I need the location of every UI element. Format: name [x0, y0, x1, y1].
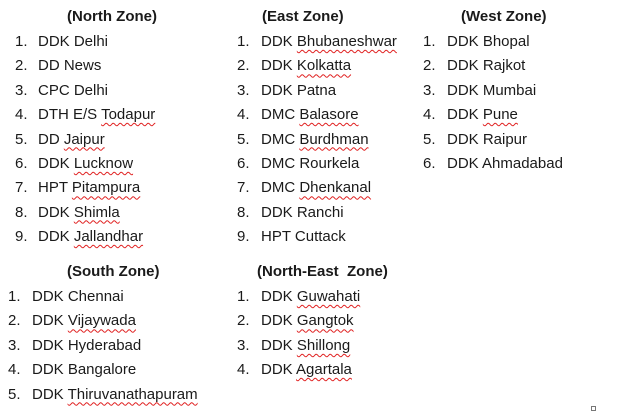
item-label-flagged: Burdhman: [299, 130, 369, 148]
item-number: 4.: [423, 106, 436, 124]
item-label: DDK: [32, 312, 68, 330]
item-label: DDK Ranchi: [261, 203, 344, 221]
item-label-flagged: Vijaywada: [67, 312, 136, 330]
item-label-flagged: Agartala: [296, 361, 352, 379]
item-label: DMC: [261, 179, 300, 197]
item-number: 3.: [237, 336, 250, 354]
item-label-flagged: Thiruvanathapuram: [67, 385, 198, 403]
item-number: 4.: [15, 106, 28, 124]
item-label: DDK: [261, 288, 297, 305]
item-label-flagged: Lucknow: [73, 154, 134, 172]
item-number: 9.: [15, 228, 28, 246]
item-label: DDK Delhi: [38, 33, 109, 50]
item-number: 9.: [237, 228, 250, 246]
item-number: 3.: [423, 81, 436, 99]
item-label: DDK Rajkot: [447, 57, 526, 75]
item-number: 2.: [8, 312, 21, 330]
item-label: DDK: [447, 106, 483, 124]
item-label: DDK: [261, 312, 297, 330]
item-label: DDK: [261, 57, 297, 75]
item-label: DDK: [261, 33, 297, 50]
item-label: DDK: [261, 361, 297, 379]
item-label-flagged: Pitampura: [71, 179, 141, 197]
zone-title-north: (North Zone): [67, 8, 157, 25]
item-number: 3.: [15, 81, 28, 99]
item-label-flagged: Bhubaneshwar: [296, 33, 397, 50]
zone-title-north-east: (North-East Zone): [257, 263, 388, 280]
item-label: DDK Ahmadabad: [447, 154, 563, 172]
item-number: 8.: [237, 203, 250, 221]
item-label: DMC: [261, 106, 300, 124]
resize-handle[interactable]: [591, 406, 596, 411]
item-label: DDK Hyderabad: [32, 336, 142, 354]
item-number: 1.: [15, 33, 28, 50]
item-label: DDK Chennai: [32, 288, 124, 305]
item-label: DDK Mumbai: [447, 81, 537, 99]
item-label: DDK: [38, 203, 74, 221]
item-number: 1.: [237, 288, 250, 305]
zone-title-east: (East Zone): [262, 8, 344, 25]
item-label: DMC: [261, 130, 300, 148]
zone-title-west: (West Zone): [461, 8, 547, 25]
item-label-flagged: Dhenkanal: [299, 179, 372, 197]
item-label: DDK Raipur: [447, 130, 528, 148]
item-label: DDK Bhopal: [447, 33, 530, 50]
item-number: 2.: [423, 57, 436, 75]
item-label: DDK: [261, 336, 297, 354]
item-label: DDK: [38, 228, 74, 246]
item-number: 2.: [237, 57, 250, 75]
item-label-flagged: Shimla: [73, 203, 120, 221]
item-label-flagged: Kolkatta: [296, 57, 352, 75]
item-label-flagged: Pune: [482, 106, 518, 124]
item-number: 5.: [423, 130, 436, 148]
item-number: 8.: [15, 203, 28, 221]
item-number: 1.: [237, 33, 250, 50]
item-label-flagged: Todapur: [101, 106, 156, 124]
item-label-flagged: Shillong: [296, 336, 351, 354]
item-label-flagged: Jaipur: [63, 130, 105, 148]
item-number: 6.: [423, 154, 436, 172]
item-label: DDK: [38, 154, 74, 172]
item-number: 2.: [237, 312, 250, 330]
item-number: 6.: [237, 154, 250, 172]
item-label: CPC Delhi: [38, 81, 109, 99]
item-label-flagged: Gangtok: [296, 312, 354, 330]
item-number: 3.: [237, 81, 250, 99]
item-label: DDK Bangalore: [32, 361, 137, 379]
item-label-flagged: Guwahati: [296, 288, 361, 305]
item-label-flagged: Balasore: [299, 106, 359, 124]
item-number: 5.: [8, 385, 21, 403]
item-label: HPT Cuttack: [261, 228, 346, 246]
item-label: DMC Rourkela: [261, 154, 360, 172]
item-number: 1.: [8, 288, 21, 305]
item-number: 4.: [237, 106, 250, 124]
zone-title-south: (South Zone): [67, 263, 160, 280]
item-label-flagged: Jallandhar: [73, 228, 144, 246]
item-number: 2.: [15, 57, 28, 75]
item-label: DTH E/S: [38, 106, 102, 124]
item-label: DD: [38, 130, 64, 148]
item-label: DDK: [32, 385, 68, 403]
item-number: 3.: [8, 336, 21, 354]
item-label: HPT: [38, 179, 72, 197]
item-number: 5.: [237, 130, 250, 148]
item-number: 7.: [237, 179, 250, 197]
item-number: 4.: [237, 361, 250, 379]
item-label: DDK Patna: [261, 81, 337, 99]
item-label: DD News: [38, 57, 102, 75]
item-number: 4.: [8, 361, 21, 379]
item-number: 5.: [15, 130, 28, 148]
item-number: 6.: [15, 154, 28, 172]
item-number: 7.: [15, 179, 28, 197]
item-number: 1.: [423, 33, 436, 50]
